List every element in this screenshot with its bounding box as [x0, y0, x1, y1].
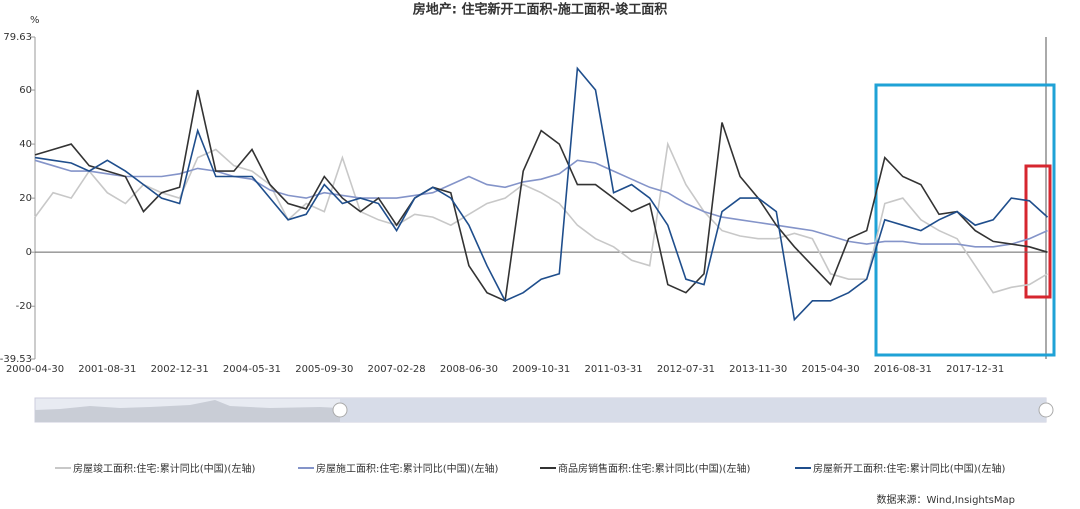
x-tick-label: 2009-10-31	[512, 364, 570, 375]
zoom-window[interactable]	[340, 398, 1046, 422]
zoom-handle[interactable]	[332, 402, 348, 418]
x-tick-label: 2012-07-31	[657, 364, 715, 375]
x-tick-label: 2013-11-30	[729, 364, 787, 375]
y-tick-label: 60	[19, 85, 32, 96]
zoom-preview	[35, 400, 340, 422]
x-tick-label: 2015-04-30	[801, 364, 859, 375]
y-tick-label: -39.53	[0, 354, 32, 365]
y-tick-label: 0	[26, 247, 32, 258]
legend-label: 房屋施工面积:住宅:累计同比(中国)(左轴)	[316, 462, 498, 475]
y-axis-label: %	[30, 15, 40, 26]
series-line	[34, 89, 1048, 302]
source-note: 数据来源：Wind,InsightsMap	[876, 493, 1015, 506]
x-tick-label: 2011-03-31	[584, 364, 642, 375]
legend-label: 房屋新开工面积:住宅:累计同比(中国)(左轴)	[813, 462, 1005, 475]
series-line	[34, 66, 1049, 322]
x-tick-label: 2002-12-31	[151, 364, 209, 375]
x-tick-label: 2016-08-31	[874, 364, 932, 375]
legend-label: 商品房销售面积:住宅:累计同比(中国)(左轴)	[558, 462, 750, 475]
x-tick-label: 2017-12-31	[946, 364, 1004, 375]
y-tick-label: 20	[19, 193, 32, 204]
highlight-box-red	[1024, 164, 1052, 299]
x-tick-label: 2007-02-28	[368, 364, 426, 375]
x-tick-label: 2008-06-30	[440, 364, 498, 375]
series-line	[34, 141, 1048, 294]
data-zoom[interactable]	[34, 397, 1054, 423]
legend-label: 房屋竣工面积:住宅:累计同比(中国)(左轴)	[73, 462, 255, 475]
chart-title: 房地产: 住宅新开工面积-施工面积-竣工面积	[413, 2, 668, 18]
y-tick-label: -20	[16, 301, 32, 312]
zoom-handle[interactable]	[1038, 402, 1054, 418]
y-tick-label: 79.63	[3, 32, 32, 43]
y-tick-label: 40	[19, 139, 32, 150]
highlight-box-blue	[874, 83, 1056, 357]
x-tick-label: 2005-09-30	[295, 364, 353, 375]
x-tick-label: 2004-05-31	[223, 364, 281, 375]
x-tick-label: 2000-04-30	[6, 364, 64, 375]
x-tick-label: 2001-08-31	[78, 364, 136, 375]
